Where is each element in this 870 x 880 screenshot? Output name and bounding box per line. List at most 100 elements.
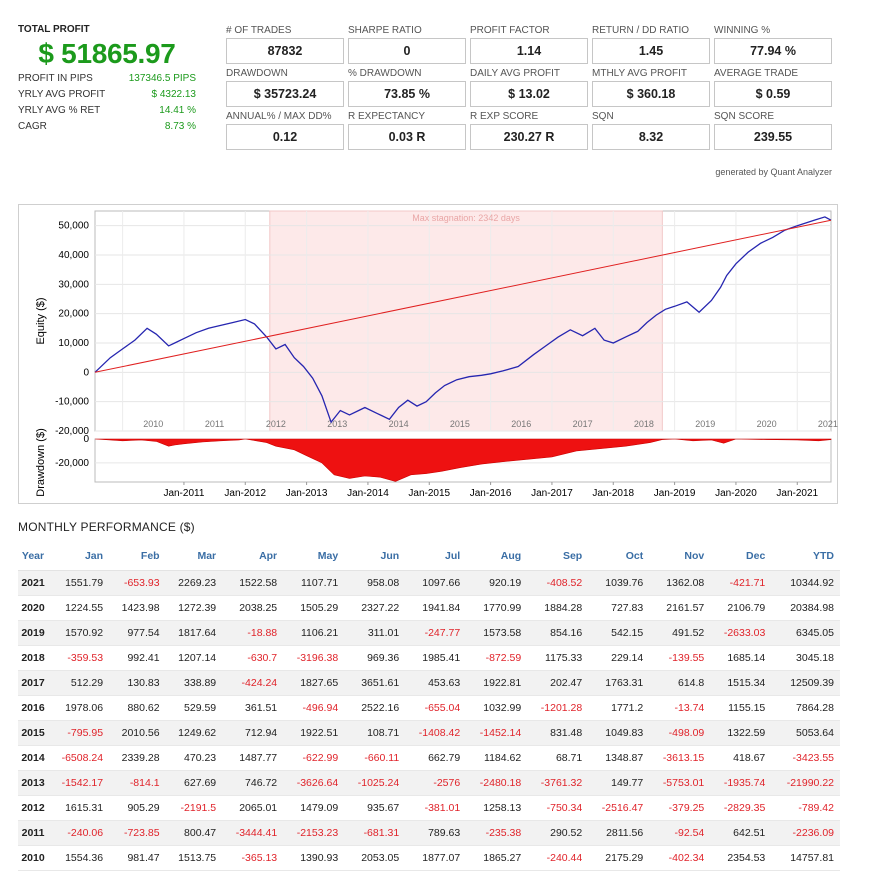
month-value-cell: 1184.62	[466, 745, 528, 771]
table-row: 2020 1224.55 1423.98 1272.39 2038.25 1505.29 2…	[18, 595, 840, 621]
month-value-cell: -3196.38	[283, 645, 345, 671]
month-value-cell: -408.52	[527, 570, 589, 596]
summary-row: PROFIT IN PIPS 137346.5 PIPS	[18, 72, 196, 86]
equity-year-label: 2016	[511, 419, 531, 429]
month-value-cell: 727.83	[588, 595, 650, 621]
drawdown-axis-label: Drawdown ($)	[35, 428, 47, 496]
drawdown-xtick-label: Jan-2019	[654, 488, 696, 499]
month-value-cell: 1884.28	[527, 595, 589, 621]
month-value-cell: 2106.79	[710, 595, 772, 621]
month-value-cell: 935.67	[344, 795, 406, 821]
stat-monthly-avg: MTHLY AVG PROFIT $ 360.18	[592, 67, 710, 107]
year-cell: 2018	[18, 645, 49, 671]
equity-year-label: 2017	[573, 419, 593, 429]
month-value-cell: 229.14	[588, 645, 650, 671]
summary-row-label: YRLY AVG % RET	[18, 105, 101, 116]
month-value-cell: -2576	[405, 770, 467, 796]
equity-year-label: 2014	[389, 419, 409, 429]
stat-label: SQN	[592, 111, 614, 122]
summary-row-value: $ 4322.13	[151, 89, 197, 100]
drawdown-ytick-label: -20,000	[55, 458, 89, 469]
month-value-cell: 1922.51	[283, 720, 345, 746]
month-value-cell: 1573.58	[466, 620, 528, 646]
month-value-cell: 2010.56	[109, 720, 166, 746]
month-value-cell: 311.01	[344, 620, 406, 646]
month-value-cell: -421.71	[710, 570, 772, 596]
stat-value: 0.03 R	[348, 124, 466, 150]
drawdown-xtick-label: Jan-2013	[286, 488, 328, 499]
stat-r-exp-score: R EXP SCORE 230.27 R	[470, 110, 588, 150]
month-value-cell: 5053.64	[771, 720, 840, 746]
equity-year-label: 2015	[450, 419, 470, 429]
equity-ytick-label: 10,000	[58, 338, 89, 349]
month-value-cell: 130.83	[109, 670, 166, 696]
month-value-cell: 831.48	[527, 720, 589, 746]
monthly-performance-title: MONTHLY PERFORMANCE ($)	[18, 520, 195, 534]
month-value-cell: -660.11	[344, 745, 406, 771]
month-value-cell: 290.52	[527, 820, 589, 846]
stat-label: % DRAWDOWN	[348, 68, 422, 79]
month-value-cell: 1817.64	[165, 620, 223, 646]
month-value-cell: 1515.34	[710, 670, 772, 696]
month-value-cell: -789.42	[771, 795, 840, 821]
month-value-cell: -2236.09	[771, 820, 840, 846]
stat-return-dd: RETURN / DD RATIO 1.45	[592, 24, 710, 64]
year-cell: 2021	[18, 570, 49, 596]
month-value-cell: 1106.21	[283, 620, 345, 646]
month-value-cell: -247.77	[405, 620, 467, 646]
equity-ytick-label: 40,000	[58, 250, 89, 261]
month-value-cell: -2829.35	[710, 795, 772, 821]
month-value-cell: 880.62	[109, 695, 166, 721]
stat-label: # OF TRADES	[226, 25, 292, 36]
month-value-cell: 1390.93	[283, 845, 345, 871]
month-value-cell: 1097.66	[405, 570, 467, 596]
month-value-cell: 969.36	[344, 645, 406, 671]
stat-label: DRAWDOWN	[226, 68, 288, 79]
column-header: Nov	[649, 542, 711, 571]
stat-value: 87832	[226, 38, 344, 64]
trend-line	[94, 219, 832, 373]
drawdown-xtick-label: Jan-2021	[776, 488, 818, 499]
table-row: 2021 1551.79 -653.93 2269.23 1522.58 1107.71 9…	[18, 570, 840, 596]
month-value-cell: -379.25	[649, 795, 711, 821]
month-value-cell: -424.24	[222, 670, 284, 696]
drawdown-xtick-label: Jan-2018	[592, 488, 634, 499]
month-value-cell: 68.71	[527, 745, 589, 771]
month-value-cell: 746.72	[222, 770, 284, 796]
month-value-cell: 958.08	[344, 570, 406, 596]
month-value-cell: 542.15	[588, 620, 650, 646]
month-value-cell: -240.06	[48, 820, 110, 846]
month-value-cell: -2480.18	[466, 770, 528, 796]
stat-value: 1.14	[470, 38, 588, 64]
month-value-cell: -5753.01	[649, 770, 711, 796]
stat-sqn-score: SQN SCORE 239.55	[714, 110, 832, 150]
table-row: 2015 -795.95 2010.56 1249.62 712.94 1922.51 10…	[18, 720, 840, 746]
month-value-cell: -1408.42	[405, 720, 467, 746]
month-value-cell: -2153.23	[283, 820, 345, 846]
column-header: May	[283, 542, 345, 571]
month-value-cell: -622.99	[283, 745, 345, 771]
month-value-cell: -6508.24	[48, 745, 110, 771]
stat-annual-maxdd: ANNUAL% / MAX DD% 0.12	[226, 110, 344, 150]
month-value-cell: 470.23	[165, 745, 223, 771]
month-value-cell: 1032.99	[466, 695, 528, 721]
table-row: 2013 -1542.17 -814.1 627.69 746.72 -3626.64 -1…	[18, 770, 840, 796]
table-row: 2010 1554.36 981.47 1513.75 -365.13 1390.93 20…	[18, 845, 840, 871]
table-row: 2016 1978.06 880.62 529.59 361.51 -496.94 2522…	[18, 695, 840, 721]
stat-value: 0	[348, 38, 466, 64]
stat-label: SQN SCORE	[714, 111, 775, 122]
month-value-cell: -381.01	[405, 795, 467, 821]
column-header: Sep	[527, 542, 589, 571]
month-value-cell: -750.34	[527, 795, 589, 821]
month-value-cell: -630.7	[222, 645, 284, 671]
table-row: 2017 512.29 130.83 338.89 -424.24 1827.65 3651…	[18, 670, 840, 696]
month-value-cell: 1505.29	[283, 595, 345, 621]
month-value-cell: 1175.33	[527, 645, 589, 671]
month-value-cell: 2161.57	[649, 595, 711, 621]
month-value-cell: 1155.15	[710, 695, 772, 721]
drawdown-xtick-label: Jan-2020	[715, 488, 757, 499]
table-row: 2011 -240.06 -723.85 800.47 -3444.41 -2153.23…	[18, 820, 840, 846]
month-value-cell: 992.41	[109, 645, 166, 671]
month-value-cell: 2065.01	[222, 795, 284, 821]
month-value-cell: -240.44	[527, 845, 589, 871]
